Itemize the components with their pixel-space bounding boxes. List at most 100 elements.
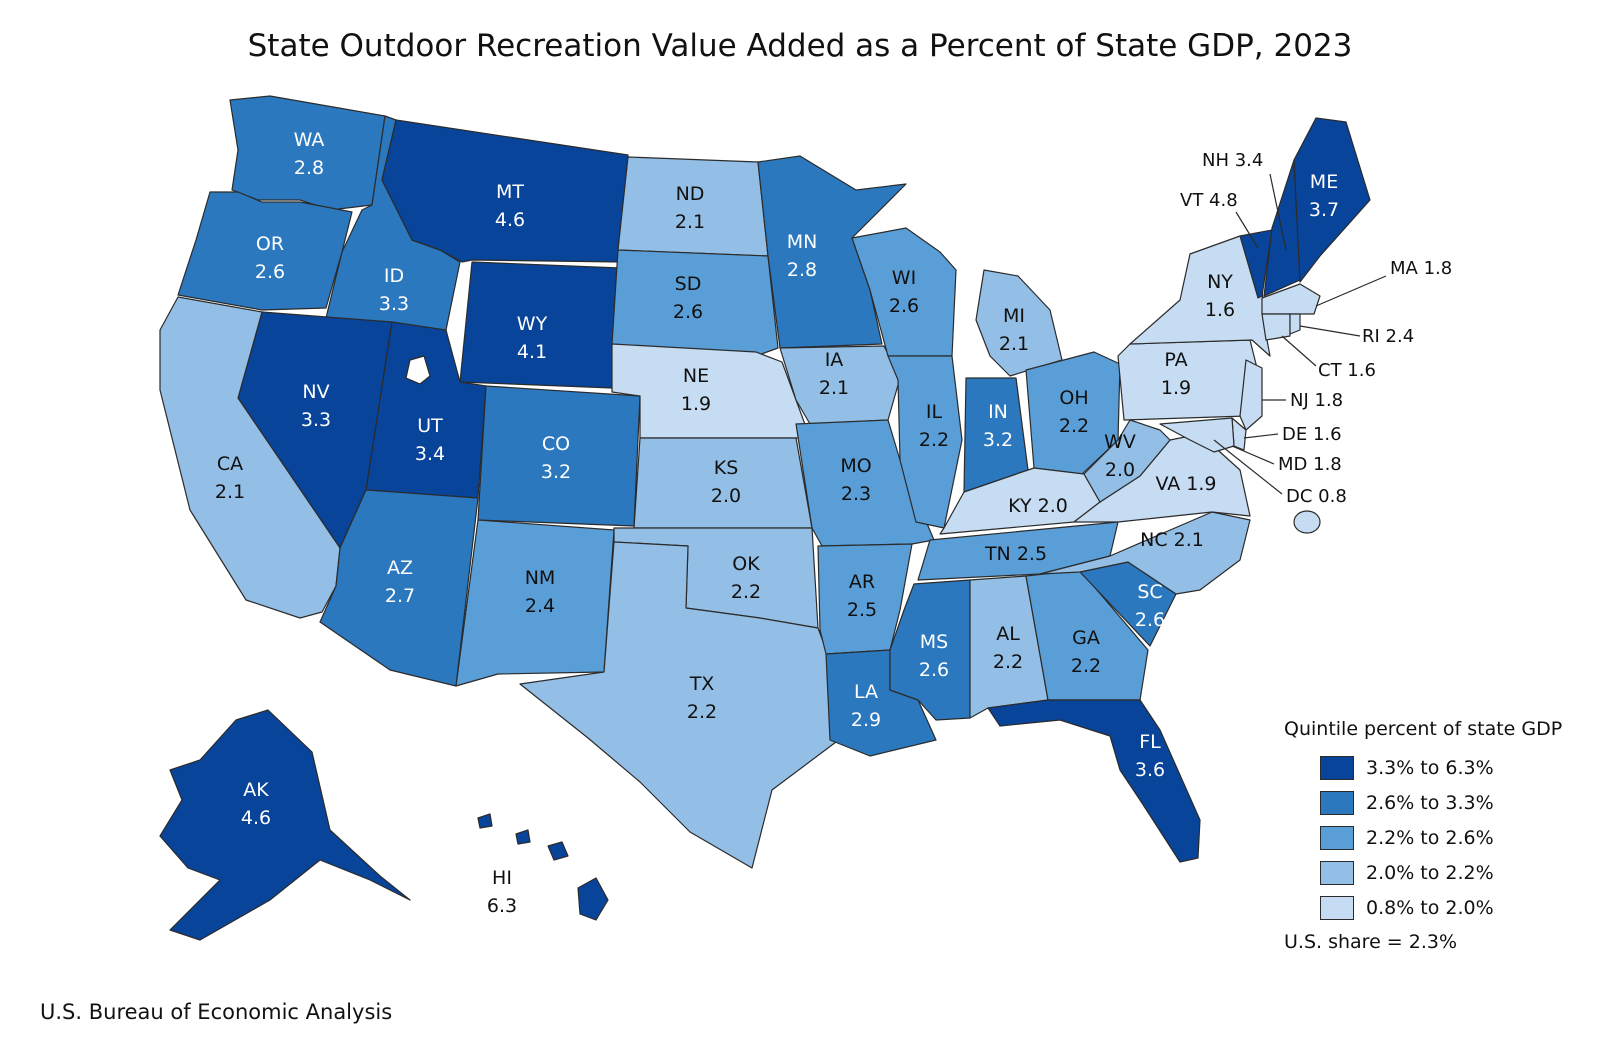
callout-dc: DC 0.8 bbox=[1286, 486, 1347, 507]
state-nd[interactable] bbox=[617, 156, 769, 257]
legend-swatch-q2 bbox=[1320, 790, 1354, 815]
label-ca: CA 2.1 bbox=[215, 453, 245, 503]
label-il: IL 2.2 bbox=[919, 401, 949, 451]
legend-item: 0.8% to 2.0% bbox=[1320, 890, 1594, 925]
label-mt: MT 4.6 bbox=[495, 181, 525, 231]
legend: Quintile percent of state GDP 3.3% to 6.… bbox=[1284, 718, 1594, 953]
leader-ma bbox=[1315, 275, 1387, 307]
label-la: LA 2.9 bbox=[851, 681, 881, 731]
label-ny: NY 1.6 bbox=[1205, 271, 1235, 321]
state-hi-oahu[interactable] bbox=[515, 829, 531, 845]
state-me[interactable] bbox=[1293, 117, 1371, 283]
label-wy: WY 4.1 bbox=[517, 313, 548, 363]
label-ga: GA 2.2 bbox=[1071, 627, 1101, 677]
leader-nh bbox=[1269, 173, 1287, 251]
label-az: AZ 2.7 bbox=[385, 557, 415, 607]
state-ak[interactable] bbox=[159, 709, 411, 941]
state-wa[interactable] bbox=[229, 95, 386, 211]
label-tn: TN 2.5 bbox=[984, 543, 1047, 565]
label-or: OR 2.6 bbox=[255, 233, 285, 283]
label-co: CO 3.2 bbox=[541, 433, 571, 483]
state-nj[interactable] bbox=[1239, 359, 1263, 431]
callout-ma: MA 1.8 bbox=[1390, 258, 1452, 279]
label-ks: KS 2.0 bbox=[711, 457, 741, 507]
legend-item: 2.0% to 2.2% bbox=[1320, 855, 1594, 890]
label-sd: SD 2.6 bbox=[673, 273, 703, 323]
label-ut: UT 3.4 bbox=[415, 415, 445, 465]
callout-nj: NJ 1.8 bbox=[1290, 390, 1343, 411]
legend-swatch-q3 bbox=[1320, 825, 1354, 850]
legend-swatch-q5 bbox=[1320, 895, 1354, 920]
state-sd[interactable] bbox=[611, 249, 779, 357]
callout-nh: NH 3.4 bbox=[1202, 150, 1263, 171]
state-tx[interactable] bbox=[519, 541, 837, 869]
state-ks[interactable] bbox=[633, 437, 813, 529]
state-nm[interactable] bbox=[455, 519, 615, 687]
label-ms: MS 2.6 bbox=[919, 631, 949, 681]
legend-label: 0.8% to 2.0% bbox=[1366, 896, 1494, 919]
legend-item: 3.3% to 6.3% bbox=[1320, 750, 1594, 785]
state-ct[interactable] bbox=[1261, 313, 1291, 341]
label-ak: AK 4.6 bbox=[241, 779, 271, 829]
state-il[interactable] bbox=[887, 355, 963, 529]
source-credit: U.S. Bureau of Economic Analysis bbox=[40, 1000, 393, 1024]
state-ri[interactable] bbox=[1289, 313, 1301, 335]
label-in: IN 3.2 bbox=[983, 401, 1013, 451]
callout-ct: CT 1.6 bbox=[1318, 360, 1376, 381]
label-tx: TX 2.2 bbox=[687, 673, 717, 723]
label-al: AL 2.2 bbox=[993, 623, 1023, 673]
state-hi-kauai[interactable] bbox=[477, 813, 493, 829]
state-mo[interactable] bbox=[795, 419, 935, 547]
leader-ct bbox=[1281, 335, 1317, 367]
leader-dc bbox=[1213, 439, 1283, 495]
legend-swatch-q4 bbox=[1320, 860, 1354, 885]
state-az[interactable] bbox=[319, 489, 479, 687]
state-md[interactable] bbox=[1159, 417, 1235, 453]
state-ca[interactable] bbox=[159, 296, 341, 619]
legend-label: 2.6% to 3.3% bbox=[1366, 791, 1494, 814]
label-wv: WV 2.0 bbox=[1104, 431, 1136, 481]
label-sc: SC 2.6 bbox=[1135, 581, 1165, 631]
state-co[interactable] bbox=[477, 385, 641, 527]
label-nd: ND 2.1 bbox=[675, 183, 705, 233]
label-me: ME 3.7 bbox=[1309, 171, 1339, 221]
state-dc[interactable] bbox=[1293, 510, 1321, 534]
legend-item: 2.6% to 3.3% bbox=[1320, 785, 1594, 820]
legend-item: 2.2% to 2.6% bbox=[1320, 820, 1594, 855]
leader-ri bbox=[1299, 325, 1361, 337]
leader-vt bbox=[1235, 211, 1259, 249]
state-wi[interactable] bbox=[851, 227, 957, 357]
label-pa: PA 1.9 bbox=[1161, 349, 1191, 399]
label-nc: NC 2.1 bbox=[1140, 529, 1204, 551]
state-ne[interactable] bbox=[611, 343, 811, 439]
callout-md: MD 1.8 bbox=[1278, 454, 1342, 475]
state-wv[interactable] bbox=[1083, 419, 1171, 503]
callout-vt: VT 4.8 bbox=[1180, 190, 1238, 211]
label-ar: AR 2.5 bbox=[847, 571, 877, 621]
state-vt[interactable] bbox=[1239, 229, 1273, 299]
label-ok: OK 2.2 bbox=[731, 553, 761, 603]
legend-swatch-q1 bbox=[1320, 755, 1354, 780]
label-ne: NE 1.9 bbox=[681, 365, 711, 415]
label-nm: NM 2.4 bbox=[525, 567, 556, 617]
state-fl[interactable] bbox=[987, 699, 1201, 863]
label-mo: MO 2.3 bbox=[840, 455, 871, 505]
legend-title: Quintile percent of state GDP bbox=[1284, 718, 1563, 740]
label-mn: MN 2.8 bbox=[787, 231, 818, 281]
label-mi: MI 2.1 bbox=[999, 305, 1029, 355]
state-nc[interactable] bbox=[1039, 511, 1251, 595]
legend-label: 2.0% to 2.2% bbox=[1366, 861, 1494, 884]
label-wi: WI 2.6 bbox=[889, 267, 919, 317]
label-wa: WA 2.8 bbox=[294, 129, 325, 179]
label-ky: KY 2.0 bbox=[1008, 495, 1068, 517]
label-oh: OH 2.2 bbox=[1059, 387, 1089, 437]
us-share-note: U.S. share = 2.3% bbox=[1284, 931, 1458, 953]
label-hi: HI 6.3 bbox=[487, 867, 517, 917]
legend-label: 3.3% to 6.3% bbox=[1366, 756, 1494, 779]
state-hi-big-island[interactable] bbox=[577, 877, 609, 921]
great-salt-lake bbox=[405, 355, 431, 385]
label-ia: IA 2.1 bbox=[819, 349, 849, 399]
state-hi-maui[interactable] bbox=[547, 841, 569, 861]
label-va: VA 1.9 bbox=[1155, 473, 1216, 495]
